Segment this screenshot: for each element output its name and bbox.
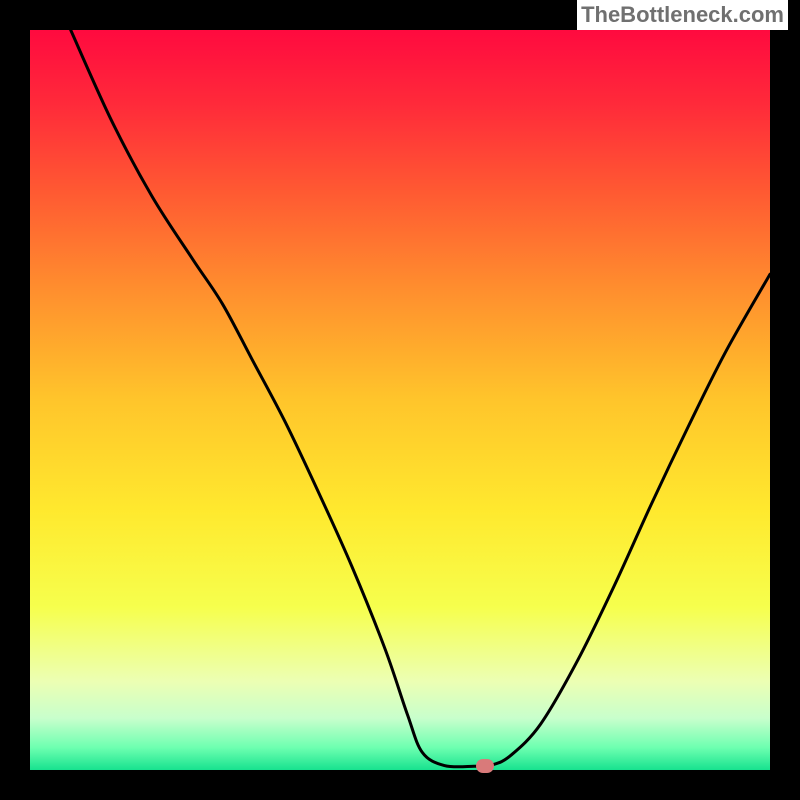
- chart-frame: TheBottleneck.com: [0, 0, 800, 800]
- plot-svg: [0, 0, 800, 800]
- plot-area: [0, 0, 800, 800]
- watermark-text: TheBottleneck.com: [577, 0, 788, 30]
- gradient-background: [30, 30, 770, 770]
- optimal-point-marker: [476, 759, 494, 773]
